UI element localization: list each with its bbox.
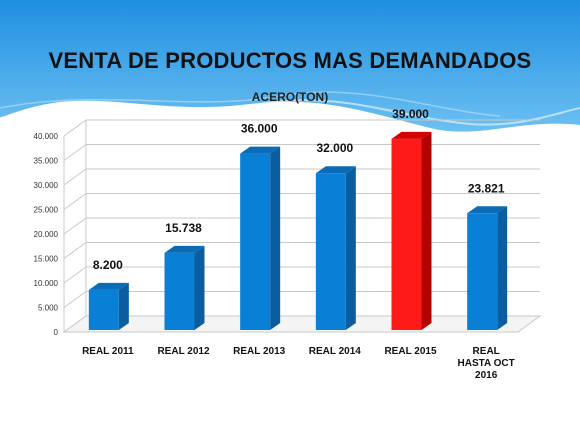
gridline-diagonal — [63, 119, 87, 137]
bar — [240, 153, 271, 330]
data-label: 23.821 — [468, 181, 505, 195]
banner-wave — [0, 0, 580, 132]
x-tick-label: REAL 2013 — [233, 346, 286, 357]
bar-top — [391, 131, 432, 139]
y-tick-label: 25.000 — [34, 206, 59, 215]
y-tick-label: 30.000 — [34, 181, 59, 190]
bar-top — [315, 166, 356, 174]
gridline-diagonal — [63, 266, 87, 284]
gridline-diagonal — [63, 242, 87, 259]
gridline-diagonal — [63, 193, 87, 210]
y-tick-label: 40.000 — [34, 132, 59, 141]
y-tick-label: 0 — [54, 328, 59, 337]
bar-side — [118, 282, 129, 330]
gridline-diagonal — [63, 144, 87, 161]
bar-top — [467, 206, 508, 214]
bar-top — [164, 245, 205, 253]
bar — [164, 252, 195, 330]
bar-side — [270, 146, 281, 330]
data-label: 8.200 — [93, 258, 123, 272]
data-label: 39.000 — [392, 107, 429, 121]
gridline-diagonal — [63, 291, 87, 308]
bar — [391, 138, 422, 330]
data-label: 36.000 — [241, 122, 278, 136]
bar-side — [345, 166, 356, 330]
y-tick-label: 5.000 — [38, 304, 59, 313]
gridline-diagonal — [63, 217, 87, 235]
bar-side — [421, 131, 432, 330]
bar — [315, 173, 346, 330]
y-tick-label: 15.000 — [34, 255, 59, 264]
y-tick-label: 35.000 — [34, 157, 59, 166]
bar — [467, 213, 498, 330]
bar — [88, 289, 119, 330]
x-tick-label: REAL 2011 — [82, 346, 134, 357]
bar-top — [240, 146, 281, 154]
bar-top — [88, 282, 129, 290]
x-tick-label: REAL HASTA OCT 2016 — [458, 346, 515, 381]
gridline-diagonal — [63, 168, 87, 186]
bar-side — [497, 206, 508, 330]
data-label: 15.738 — [165, 221, 202, 235]
chart-title: ACERO(TON) — [251, 90, 329, 104]
bar-side — [194, 245, 205, 330]
slide-title: VENTA DE PRODUCTOS MAS DEMANDADOS — [48, 48, 532, 73]
x-tick-label: REAL 2015 — [384, 346, 437, 357]
y-tick-label: 20.000 — [34, 230, 59, 239]
y-tick-label: 10.000 — [34, 279, 59, 288]
x-tick-label: REAL 2012 — [157, 346, 210, 357]
x-tick-label: REAL 2014 — [309, 346, 362, 357]
data-label: 32.000 — [316, 141, 353, 155]
